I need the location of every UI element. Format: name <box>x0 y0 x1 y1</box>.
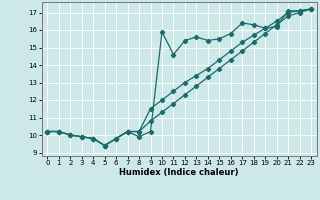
X-axis label: Humidex (Indice chaleur): Humidex (Indice chaleur) <box>119 168 239 177</box>
